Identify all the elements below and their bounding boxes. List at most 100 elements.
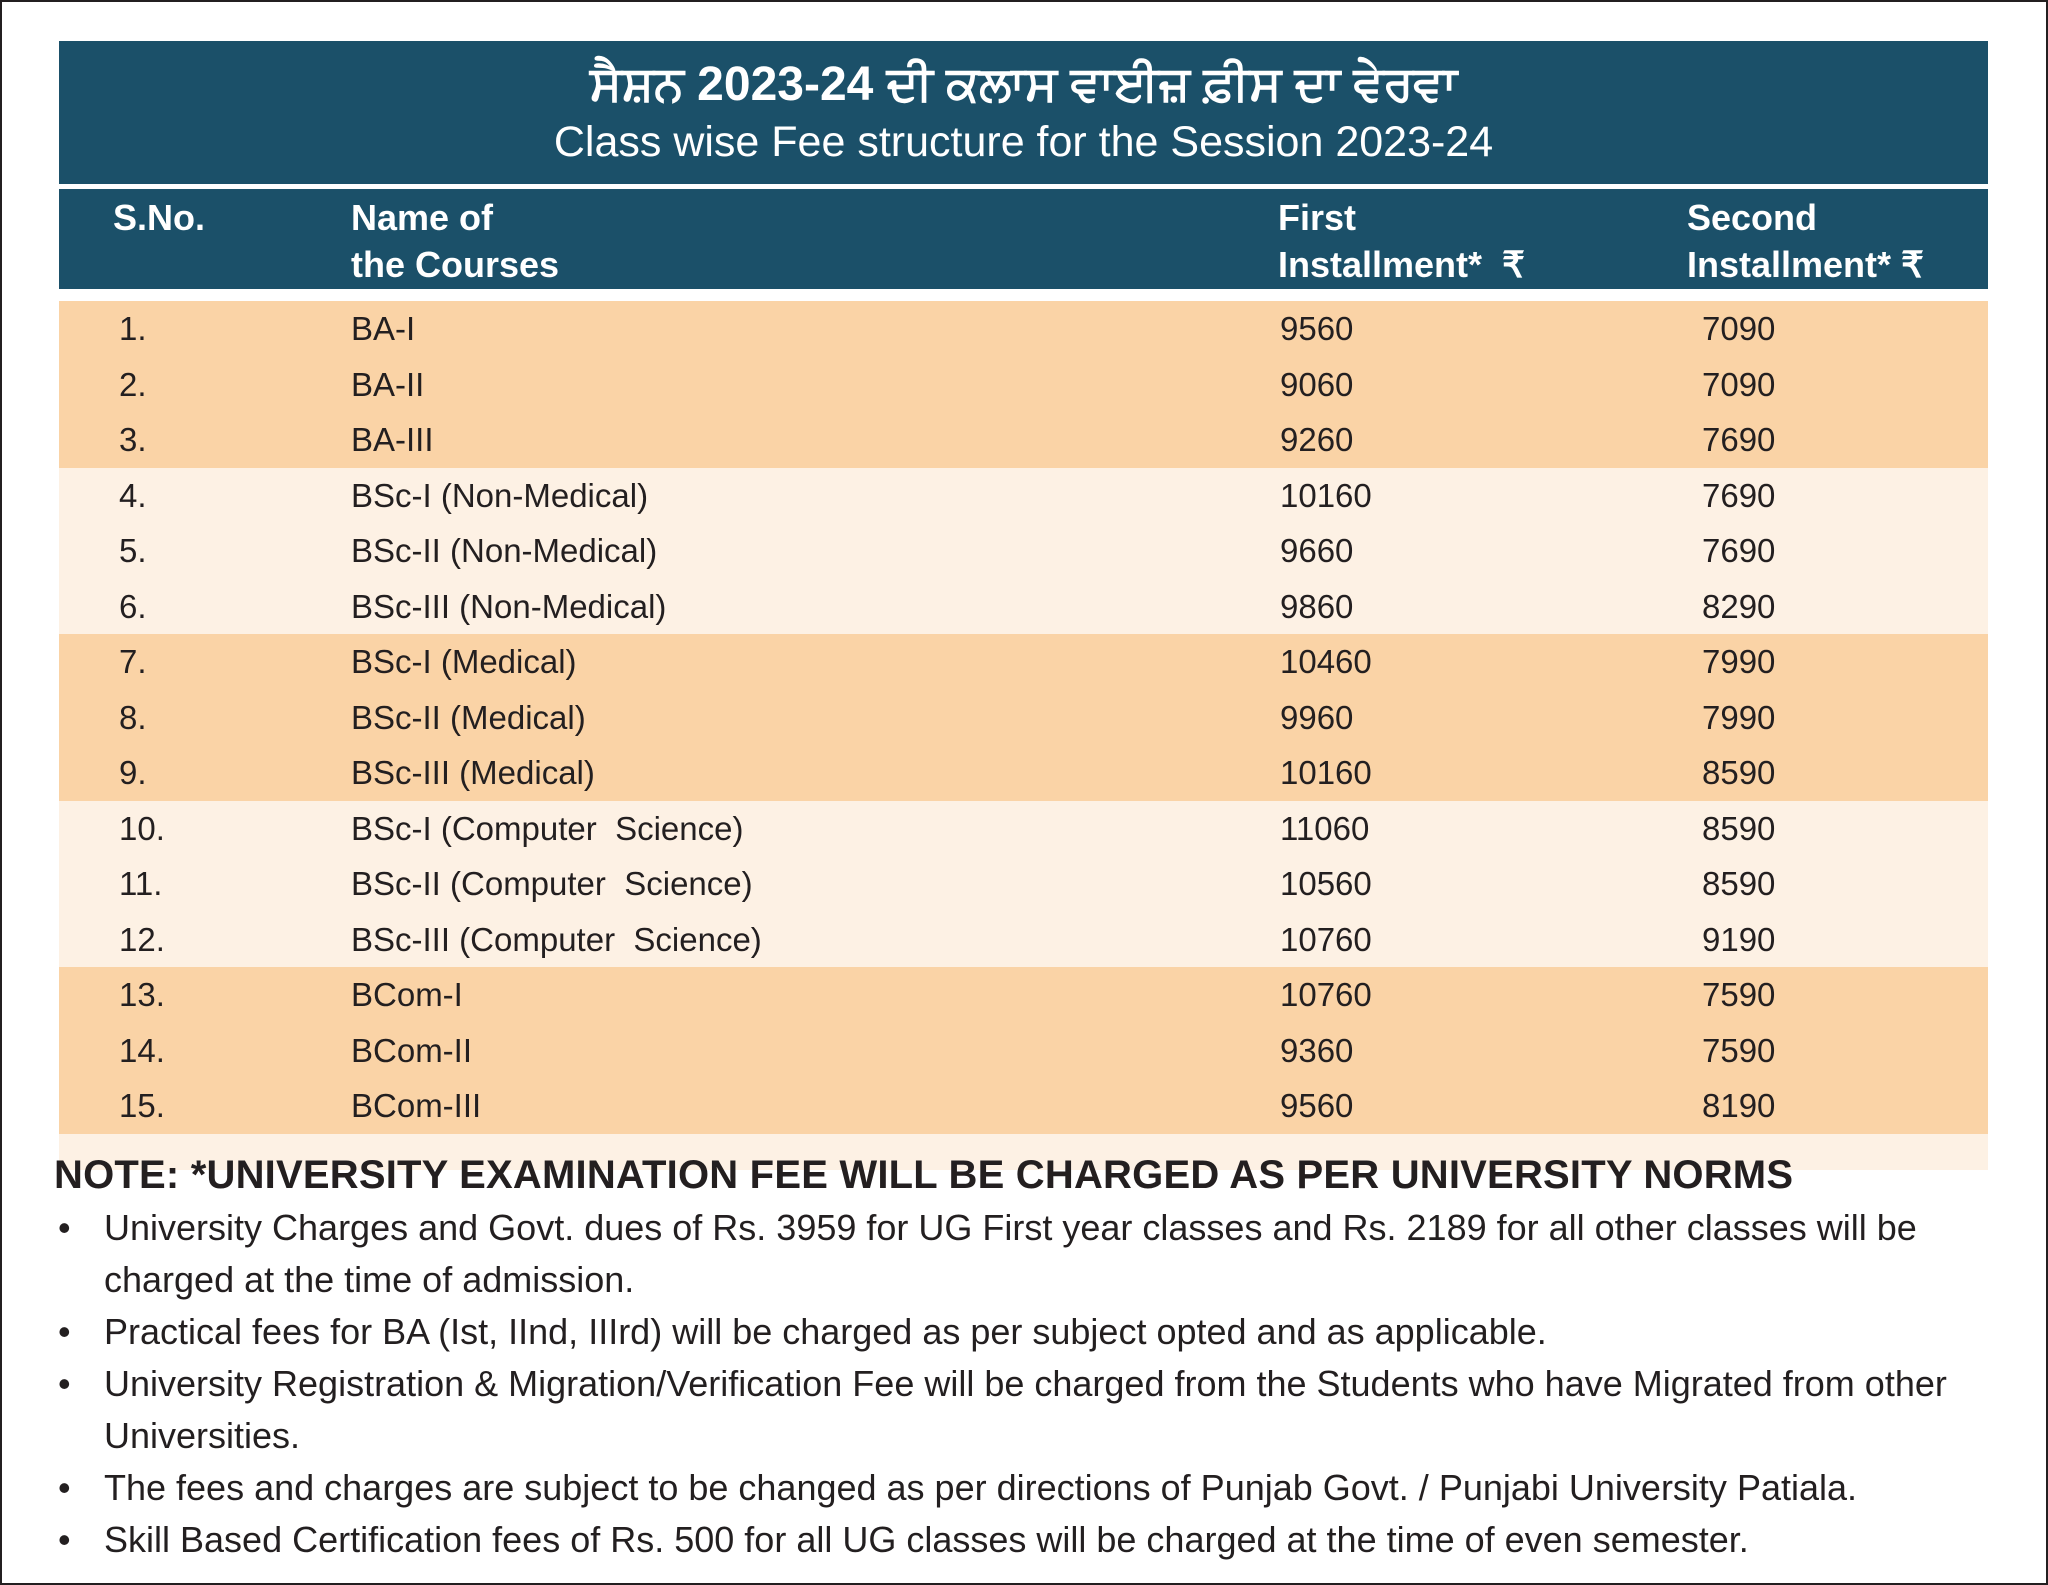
- bullet-icon: •: [58, 1363, 71, 1404]
- cell-first-installment: 10760: [1280, 976, 1372, 1013]
- bullet-icon: •: [58, 1519, 71, 1560]
- cell-first-installment: 10160: [1280, 476, 1372, 514]
- cell-course-name: BSc-II (Non-Medical): [351, 532, 658, 569]
- cell-second-installment: 8290: [1702, 587, 1776, 625]
- cell-sno: 13.: [119, 976, 165, 1013]
- cell-course-name: BA-II: [351, 365, 425, 403]
- cell-sno: 12.: [119, 920, 165, 958]
- cell-course-name: BCom-II: [351, 1031, 473, 1069]
- cell-sno: 4.: [119, 476, 147, 514]
- cell-sno: 2.: [119, 365, 147, 403]
- cell-first-installment: 9360: [1280, 1031, 1354, 1069]
- cell-course-name: BA-III: [351, 421, 434, 458]
- note-item: • University Registration & Migration/Ver…: [54, 1358, 1994, 1462]
- cell-second-installment: 8590: [1702, 754, 1776, 791]
- fee-table: ਸੈਸ਼ਨ 2023-24 ਦੀ ਕਲਾਸ ਵਾਈਜ਼ ਫ਼ੀਸ ਦਾ ਵੇਰਵ…: [59, 41, 1988, 1170]
- cell-course-name: BSc-I (Computer Science): [351, 809, 744, 847]
- table-row: 5. BSc-II (Non-Medical) 9660 7690: [59, 523, 1988, 579]
- column-header-row: S.No. Name of the Courses First Installm…: [59, 189, 1988, 289]
- cell-sno: 14.: [119, 1031, 165, 1069]
- table-row: 13. BCom-I 10760 7590: [59, 967, 1988, 1023]
- note-text: The fees and charges are subject to be c…: [104, 1467, 1858, 1508]
- bullet-icon: •: [58, 1311, 71, 1352]
- column-header-sno: S.No.: [113, 194, 205, 241]
- column-header-course-name: Name of the Courses: [351, 194, 559, 288]
- cell-second-installment: 8590: [1702, 809, 1776, 847]
- cell-sno: 6.: [119, 587, 147, 625]
- column-header-second-installment: Second Installment* ₹: [1687, 194, 1924, 288]
- table-row: 9. BSc-III (Medical) 10160 8590: [59, 745, 1988, 801]
- cell-second-installment: 7690: [1702, 476, 1776, 514]
- cell-sno: 5.: [119, 532, 147, 569]
- table-row: 7. BSc-I (Medical) 10460 7990: [59, 634, 1988, 690]
- column-header-sno-text: S.No.: [113, 197, 206, 238]
- cell-sno: 7.: [119, 643, 147, 680]
- cell-second-installment: 7690: [1702, 532, 1776, 569]
- cell-course-name: BSc-III (Non-Medical): [351, 587, 667, 625]
- note-text: University Registration & Migration/Veri…: [104, 1363, 1947, 1456]
- cell-sno: 15.: [119, 1087, 165, 1124]
- cell-sno: 8.: [119, 698, 147, 736]
- note-item: • Skill Based Certification fees of Rs. 5…: [54, 1514, 1994, 1566]
- cell-course-name: BA-I: [351, 310, 416, 347]
- cell-first-installment: 9660: [1280, 532, 1354, 569]
- column-header-first-line2: Installment* ₹: [1278, 244, 1525, 285]
- bullet-icon: •: [58, 1467, 71, 1508]
- cell-second-installment: 8590: [1702, 865, 1776, 902]
- cell-sno: 3.: [119, 421, 147, 458]
- row-group: 10. BSc-I (Computer Science) 11060 8590 11. B…: [59, 800, 1988, 968]
- cell-course-name: BSc-III (Computer Science): [351, 920, 762, 958]
- cell-first-installment: 10760: [1280, 920, 1372, 958]
- row-group: 13. BCom-I 10760 7590 14. BCom-II 9360 7590 15. B…: [59, 967, 1988, 1134]
- cell-first-installment: 9560: [1280, 310, 1354, 347]
- cell-course-name: BSc-I (Non-Medical): [351, 476, 649, 514]
- cell-course-name: BCom-III: [351, 1087, 482, 1124]
- table-row: 12. BSc-III (Computer Science) 10760 9190: [59, 912, 1988, 968]
- cell-second-installment: 7590: [1702, 1031, 1776, 1069]
- table-row: 15. BCom-III 9560 8190: [59, 1078, 1988, 1134]
- notes-list: • University Charges and Govt. dues of Rs…: [54, 1202, 1994, 1566]
- cell-sno: 9.: [119, 754, 147, 791]
- cell-second-installment: 9190: [1702, 920, 1776, 958]
- table-row: 1. BA-I 9560 7090: [59, 301, 1988, 357]
- column-header-course-name-line2: the Courses: [351, 244, 560, 285]
- cell-first-installment: 9060: [1280, 365, 1354, 403]
- cell-second-installment: 7090: [1702, 310, 1776, 347]
- row-group: 4. BSc-I (Non-Medical) 10160 7690 5. BSc-II (…: [59, 467, 1988, 634]
- cell-first-installment: 10560: [1280, 865, 1372, 902]
- cell-first-installment: 10160: [1280, 754, 1372, 791]
- cell-sno: 1.: [119, 310, 147, 347]
- bullet-icon: •: [58, 1207, 71, 1248]
- cell-second-installment: 7990: [1702, 698, 1776, 736]
- table-row: 3. BA-III 9260 7690: [59, 412, 1988, 468]
- cell-second-installment: 7990: [1702, 643, 1776, 680]
- table-row: 14. BCom-II 9360 7590: [59, 1023, 1988, 1079]
- table-row: 8. BSc-II (Medical) 9960 7990: [59, 690, 1988, 746]
- note-item: • The fees and charges are subject to be …: [54, 1462, 1994, 1514]
- cell-second-installment: 7590: [1702, 976, 1776, 1013]
- cell-course-name: BSc-III (Medical): [351, 754, 595, 791]
- note-item: • Practical fees for BA (Ist, IInd, IIIrd…: [54, 1306, 1994, 1358]
- column-header-second-line1: Second: [1687, 197, 1818, 238]
- note-text: Skill Based Certification fees of Rs. 50…: [104, 1519, 1749, 1560]
- note-title: NOTE: *UNIVERSITY EXAMINATION FEE WILL B…: [54, 1153, 1794, 1197]
- note-text: University Charges and Govt. dues of Rs.…: [104, 1207, 1917, 1300]
- column-header-second-line2: Installment* ₹: [1687, 244, 1924, 285]
- row-group: 1. BA-I 9560 7090 2. BA-II 9060 7090 3. BA-III 926…: [59, 301, 1988, 468]
- table-bottom-band: [59, 1133, 1988, 1170]
- table-row: 10. BSc-I (Computer Science) 11060 8590: [59, 801, 1988, 857]
- cell-first-installment: 9960: [1280, 698, 1354, 736]
- header-divider: [59, 184, 1988, 189]
- cell-first-installment: 9260: [1280, 421, 1354, 458]
- table-row: 4. BSc-I (Non-Medical) 10160 7690: [59, 468, 1988, 524]
- column-header-first-line1: First: [1278, 197, 1357, 238]
- table-row: 11. BSc-II (Computer Science) 10560 8590: [59, 856, 1988, 912]
- cell-course-name: BSc-II (Computer Science): [351, 865, 753, 902]
- note-text: Practical fees for BA (Ist, IInd, IIIrd)…: [104, 1311, 1547, 1352]
- cell-second-installment: 7690: [1702, 421, 1776, 458]
- row-group: 7. BSc-I (Medical) 10460 7990 8. BSc-II (Medi…: [59, 634, 1988, 801]
- title-punjabi: ਸੈਸ਼ਨ 2023-24 ਦੀ ਕਲਾਸ ਵਾਈਜ਼ ਫ਼ੀਸ ਦਾ ਵੇਰਵ…: [589, 58, 1458, 111]
- table-row: 2. BA-II 9060 7090: [59, 357, 1988, 413]
- note-item: • University Charges and Govt. dues of Rs…: [54, 1202, 1994, 1306]
